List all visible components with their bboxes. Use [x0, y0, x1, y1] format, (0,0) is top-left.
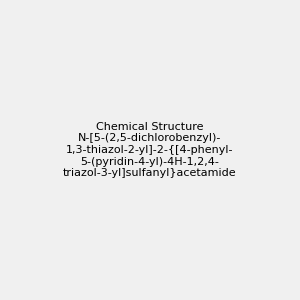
Text: Chemical Structure
N-[5-(2,5-dichlorobenzyl)-
1,3-thiazol-2-yl]-2-{[4-phenyl-
5-: Chemical Structure N-[5-(2,5-dichloroben…	[63, 122, 237, 178]
